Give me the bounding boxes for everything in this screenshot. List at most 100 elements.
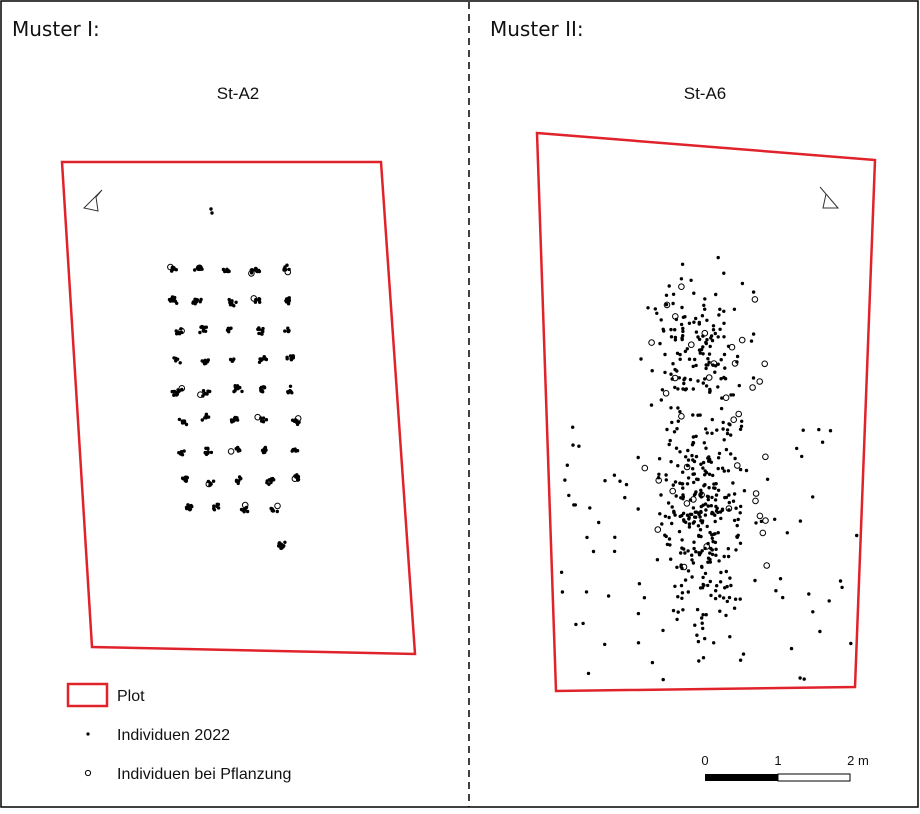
- individual-2022-dot: [660, 522, 664, 526]
- individual-2022-dot: [710, 338, 715, 343]
- individual-2022-dot: [659, 318, 663, 322]
- individual-2022-dot: [674, 494, 678, 498]
- individual-2022-dot: [704, 340, 708, 345]
- individual-2022-dot: [287, 296, 291, 300]
- plot-1-label: St-A2: [217, 84, 260, 103]
- individual-2022-dot: [686, 476, 691, 480]
- individual-2022-dot: [702, 441, 706, 445]
- individual-2022-dot: [230, 420, 234, 424]
- individual-2022-dot: [722, 554, 726, 559]
- plot-1-individuals: [167, 207, 302, 550]
- individual-2022-dot: [710, 431, 714, 435]
- individual-2022-dot: [722, 321, 726, 325]
- individual-2022-dot: [669, 406, 673, 410]
- plot-2-outline: [535, 131, 877, 693]
- planting-individual-circle: [759, 529, 767, 537]
- individual-2022-dot: [687, 522, 692, 526]
- individual-2022-dot: [738, 658, 743, 662]
- individual-2022-dot: [718, 594, 722, 598]
- individual-2022-dot: [742, 489, 747, 493]
- individual-2022-dot: [683, 551, 687, 555]
- individual-2022-dot: [663, 352, 667, 357]
- individual-2022-dot: [676, 406, 680, 410]
- individual-2022-dot: [781, 595, 785, 600]
- individual-2022-dot: [588, 506, 592, 510]
- individual-2022-dot: [287, 299, 291, 303]
- individual-2022-dot: [286, 329, 290, 333]
- individual-2022-dot: [700, 521, 704, 525]
- individual-2022-dot: [726, 554, 731, 559]
- individual-2022-dot: [686, 448, 690, 453]
- individual-2022-dot: [560, 590, 565, 594]
- individual-2022-dot: [670, 521, 674, 526]
- individual-2022-dot: [659, 398, 663, 402]
- individual-2022-dot: [751, 290, 756, 294]
- individual-2022-dot: [704, 366, 708, 371]
- individual-2022-dot: [696, 524, 701, 528]
- individual-2022-dot: [738, 541, 743, 545]
- individual-2022-dot: [686, 590, 690, 594]
- individual-2022-dot: [741, 652, 746, 656]
- individual-2022-dot: [687, 525, 692, 529]
- individual-2022-dot: [729, 452, 733, 456]
- individual-2022-dot: [720, 507, 725, 511]
- individual-2022-dot: [734, 548, 738, 552]
- individual-2022-dot: [705, 338, 709, 342]
- individual-2022-dot: [717, 451, 722, 456]
- individual-2022-dot: [227, 330, 231, 334]
- individual-2022-dot: [678, 352, 682, 357]
- planting-individual-circle: [671, 374, 679, 382]
- planting-individual-circle: [248, 270, 255, 277]
- individual-2022-dot: [182, 419, 187, 423]
- individual-2022-dot: [720, 396, 724, 400]
- individual-2022-dot: [680, 596, 684, 600]
- individual-2022-dot: [696, 639, 701, 644]
- individual-2022-dot: [680, 305, 684, 310]
- individual-2022-dot: [709, 504, 713, 508]
- individual-2022-dot: [563, 478, 567, 482]
- individual-2022-dot: [185, 475, 189, 479]
- individual-2022-dot: [734, 506, 738, 510]
- individual-2022-dot: [283, 540, 287, 544]
- individual-2022-dot: [719, 406, 724, 411]
- individual-2022-dot: [694, 316, 698, 321]
- individual-2022-dot: [221, 267, 226, 272]
- individual-2022-dot: [691, 458, 695, 462]
- individual-2022-dot: [685, 482, 690, 486]
- individual-2022-dot: [681, 470, 685, 474]
- individual-2022-dot: [708, 579, 712, 584]
- individual-2022-dot: [749, 339, 754, 343]
- individual-2022-dot: [639, 357, 643, 361]
- north-arrow-icon: [82, 189, 103, 212]
- individual-2022-dot: [724, 613, 728, 618]
- planting-individual-circle: [762, 453, 769, 461]
- individual-2022-dot: [279, 546, 283, 550]
- individual-2022-dot: [667, 442, 671, 447]
- individual-2022-dot: [716, 466, 720, 471]
- individual-2022-dot: [660, 388, 665, 392]
- individual-2022-dot: [691, 521, 695, 525]
- individual-2022-dot: [828, 429, 833, 433]
- individual-2022-dot: [701, 334, 705, 338]
- individual-2022-dot: [201, 359, 206, 364]
- individual-2022-dot: [198, 300, 202, 304]
- individual-2022-dot: [670, 420, 674, 425]
- individual-2022-dot: [722, 469, 726, 473]
- individual-2022-dot: [765, 477, 770, 481]
- individual-2022-dot: [699, 488, 703, 492]
- individual-2022-dot: [681, 387, 685, 391]
- individual-2022-dot: [204, 361, 208, 365]
- individual-2022-dot: [591, 549, 596, 554]
- individual-2022-dot: [193, 268, 197, 272]
- individual-2022-dot: [738, 597, 742, 601]
- individual-2022-dot: [216, 506, 221, 510]
- planting-individual-circle: [641, 464, 649, 472]
- individual-2022-dot: [701, 613, 705, 617]
- individual-2022-dot: [691, 413, 695, 417]
- individual-2022-dot: [170, 295, 175, 299]
- individual-2022-dot: [696, 413, 700, 417]
- individual-2022-dot: [676, 419, 680, 423]
- individual-2022-dot: [682, 518, 686, 522]
- individual-2022-dot: [712, 532, 716, 536]
- individual-2022-dot: [675, 427, 679, 431]
